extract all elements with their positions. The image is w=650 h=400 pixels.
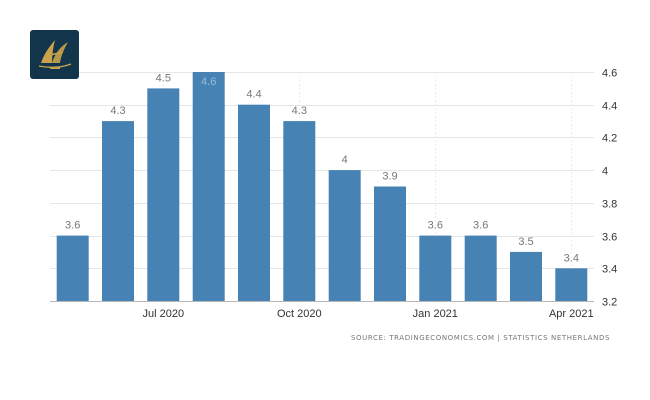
bar xyxy=(147,88,180,302)
data-label: 3.5 xyxy=(518,236,533,248)
data-label: 4 xyxy=(342,154,348,166)
data-labels: 3.6 4.3 4.5 4.6 4.4 4.3 4 3.9 3.6 3.6 3.5 3.4 xyxy=(65,72,579,264)
data-label: 4.3 xyxy=(292,105,307,117)
y-tick-label: 3.6 xyxy=(602,232,617,244)
data-label: 4.6 xyxy=(201,76,216,88)
bar xyxy=(283,121,316,301)
data-label: 3.4 xyxy=(564,252,579,264)
bar xyxy=(238,104,270,301)
data-label: 4.3 xyxy=(110,105,125,117)
gridlines xyxy=(50,72,594,302)
y-tick-label: 3.2 xyxy=(602,297,617,309)
bar xyxy=(555,268,588,301)
data-label: 3.6 xyxy=(65,220,80,232)
y-tick-label: 4.6 xyxy=(602,68,617,80)
x-tick-label: Apr 2021 xyxy=(549,308,594,320)
bar xyxy=(510,251,542,301)
bar xyxy=(56,235,89,301)
bar xyxy=(419,235,452,301)
bar xyxy=(192,72,225,301)
x-tick-label: Oct 2020 xyxy=(277,308,322,320)
y-axis: 3.2 3.4 3.6 3.8 4 4.2 4.4 4.6 xyxy=(602,68,617,309)
bar xyxy=(328,170,361,301)
bar xyxy=(464,235,497,301)
bar xyxy=(102,121,134,301)
y-tick-label: 3.4 xyxy=(602,264,617,276)
y-tick-label: 4.4 xyxy=(602,101,617,113)
y-tick-label: 4.2 xyxy=(602,133,617,145)
data-label: 3.6 xyxy=(428,220,443,232)
data-label: 3.9 xyxy=(382,171,397,183)
y-tick-label: 3.8 xyxy=(602,199,617,211)
x-tick-label: Jul 2020 xyxy=(143,308,185,320)
x-axis: Jul 2020 Oct 2020 Jan 2021 Apr 2021 xyxy=(143,308,594,320)
bar xyxy=(374,186,406,301)
bars xyxy=(56,72,588,302)
data-label: 3.6 xyxy=(473,220,488,232)
y-tick-label: 4 xyxy=(602,166,608,178)
source-label: SOURCE: TRADINGECONOMICS.COM | STATISTIC… xyxy=(351,334,610,342)
x-tick-label: Jan 2021 xyxy=(413,308,458,320)
data-label: 4.4 xyxy=(246,89,261,101)
data-label: 4.5 xyxy=(156,72,171,84)
winged-crest-logo-icon xyxy=(30,30,79,79)
